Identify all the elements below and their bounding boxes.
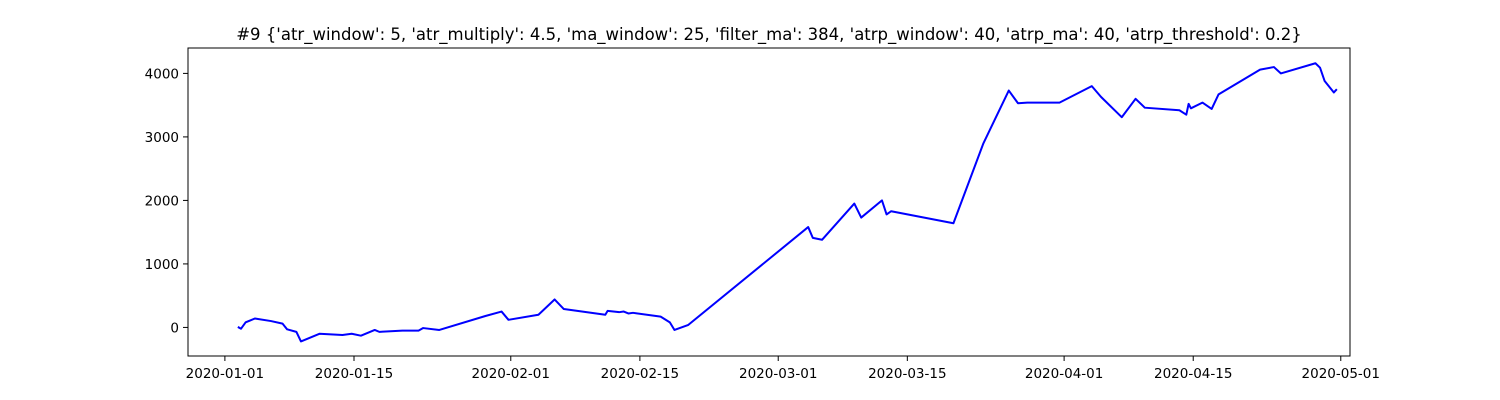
- y-axis: 0 1000 2000 3000 4000: [145, 66, 188, 336]
- chart-title: #9 {'atr_window': 5, 'atr_multiply': 4.5…: [236, 25, 1302, 45]
- y-tick-label: 4000: [145, 66, 179, 82]
- x-tick-label: 2020-04-15: [1154, 366, 1232, 382]
- x-tick-label: 2020-03-01: [739, 366, 817, 382]
- series-layer: [237, 62, 1338, 343]
- y-tick-label: 1000: [145, 257, 179, 273]
- y-tick-label: 3000: [145, 130, 179, 146]
- x-tick-label: 2020-01-01: [186, 366, 264, 382]
- x-tick-label: 2020-05-01: [1302, 366, 1380, 382]
- plot-area: [187, 47, 1351, 357]
- series-line-0: [237, 62, 1338, 343]
- x-tick-label: 2020-03-15: [868, 366, 946, 382]
- plot-frame: [187, 47, 1351, 357]
- y-tick-label: 2000: [145, 193, 179, 209]
- x-tick-label: 2020-04-01: [1025, 366, 1103, 382]
- x-tick-label: 2020-02-01: [472, 366, 550, 382]
- x-tick-label: 2020-02-15: [601, 366, 679, 382]
- x-axis: 2020-01-01 2020-01-15 2020-02-01 2020-02-15…: [186, 356, 1380, 382]
- x-tick-label: 2020-01-15: [315, 366, 393, 382]
- y-tick-label: 0: [170, 320, 179, 336]
